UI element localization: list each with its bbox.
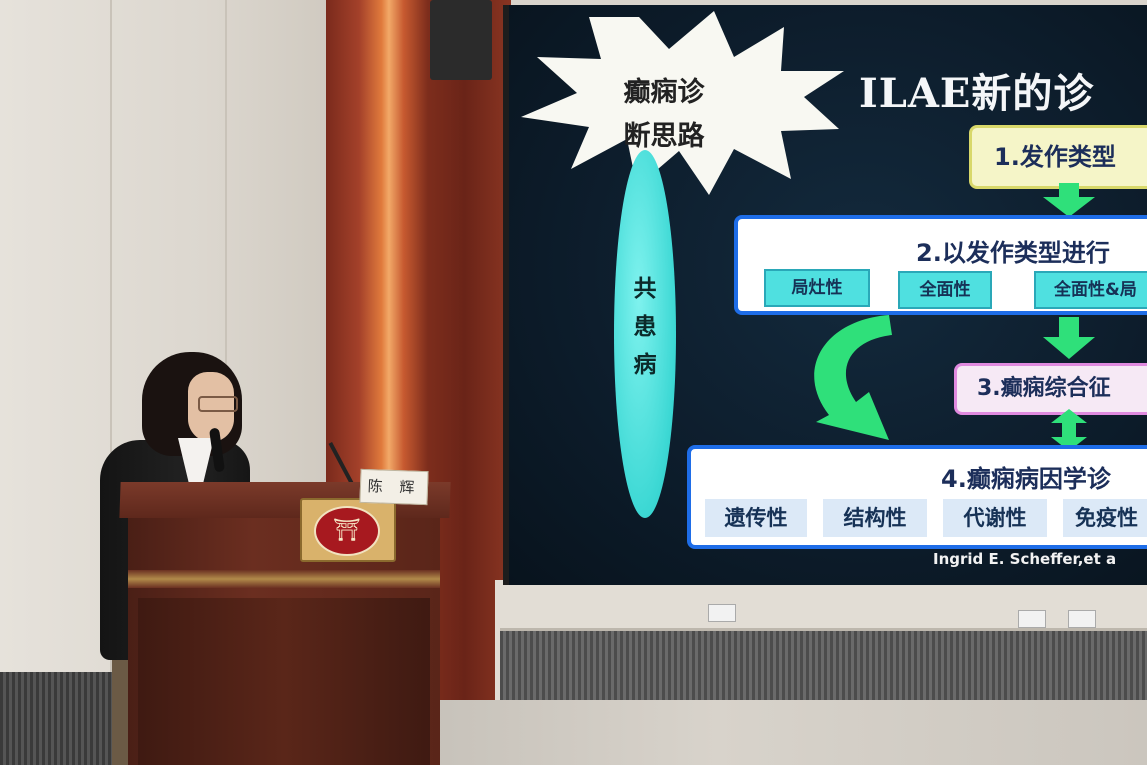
slide-title: ILAE新的诊 <box>859 70 1095 117</box>
seizure-type-tag: 局灶性 <box>764 269 870 307</box>
power-outlet <box>1018 610 1046 628</box>
step3-box: 3.癫痫综合征 <box>954 363 1147 415</box>
etiology-tag: 免疫性 <box>1063 499 1147 537</box>
thought-bubble-text: 癫痫诊 断思路 <box>549 71 779 159</box>
down-arrow-icon <box>1043 183 1095 217</box>
comorbidity-char: 患 <box>633 314 657 340</box>
glasses-icon <box>198 396 238 412</box>
step2-title: 2.以发作类型进行 <box>916 239 1110 267</box>
double-arrow-icon <box>1051 409 1087 451</box>
step4-box: 4.癫痫病因学诊 遗传性 结构性 代谢性 免疫性 <box>687 445 1147 549</box>
curved-arrow-icon <box>814 315 892 440</box>
seizure-type-tag: 全面性 <box>898 271 992 309</box>
podium-gold-band <box>128 570 440 588</box>
etiology-tag: 结构性 <box>823 499 927 537</box>
wall-panel-seam <box>225 0 227 680</box>
carpet-floor <box>430 700 1147 765</box>
floor-vent <box>0 672 130 765</box>
seizure-type-tag: 全面性&局 <box>1034 271 1147 309</box>
wall-panel-seam <box>110 0 112 680</box>
etiology-tag: 代谢性 <box>943 499 1047 537</box>
name-card: 陈 辉 <box>359 468 429 506</box>
down-arrow-icon <box>1043 317 1095 359</box>
power-outlet <box>1068 610 1096 628</box>
step4-title: 4.癫痫病因学诊 <box>941 465 1111 493</box>
comorbidity-char: 病 <box>633 352 657 378</box>
thought-line: 癫痫诊 <box>623 77 705 108</box>
comorbidity-text: 共 患 病 <box>625 270 665 384</box>
logo-emblem-icon: ⛩ <box>314 506 380 556</box>
step1-box: 1.发作类型 <box>969 125 1147 189</box>
etiology-tag: 遗传性 <box>705 499 807 537</box>
power-outlet <box>708 604 736 622</box>
projection-screen: 癫痫诊 断思路 ILAE新的诊 共 患 病 1.发作类型 2.以发作类型进行 局… <box>503 5 1147 585</box>
step2-box: 2.以发作类型进行 局灶性 全面性 全面性&局 <box>734 215 1147 315</box>
comorbidity-ellipse <box>614 150 676 518</box>
podium-logo-plaque: ⛩ <box>300 498 396 562</box>
citation-text: Ingrid E. Scheffer,et a <box>933 550 1117 568</box>
podium-front-panel <box>138 598 430 765</box>
wall-vent <box>500 628 1147 703</box>
comorbidity-char: 共 <box>633 276 657 302</box>
starburst-shape <box>521 11 844 195</box>
thought-line: 断思路 <box>623 121 705 152</box>
ceiling-speaker <box>430 0 492 80</box>
